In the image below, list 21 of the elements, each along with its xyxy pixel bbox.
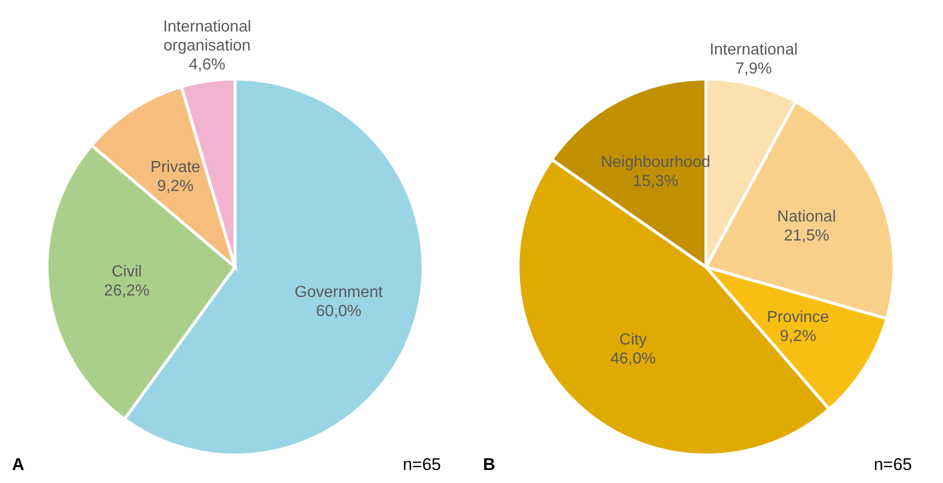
data-label: 7,9% [735,60,772,78]
slice-label: National [777,208,836,226]
text: n=65 [874,455,912,475]
slice-label: Government [294,284,384,302]
data-label: 60,0% [316,303,362,320]
text: B [483,455,496,475]
slice-label: International organisation [163,18,252,54]
data-label: 4,6% [188,56,226,74]
slice-label: Private [150,159,200,176]
slice-label: Province [766,309,830,326]
data-label: 21,5% [784,227,830,244]
text: A [12,455,24,475]
slice-label: International [710,41,798,58]
data-label: 46,0% [610,350,656,368]
data-label: 9,2% [157,178,194,196]
data-label: 15,3% [632,172,678,190]
slice-label: City [619,332,647,349]
data-label: 26,2% [104,282,150,300]
data-label: 9,2% [780,328,816,346]
slice-label: Civil [112,263,142,280]
text: n=65 [402,455,441,475]
